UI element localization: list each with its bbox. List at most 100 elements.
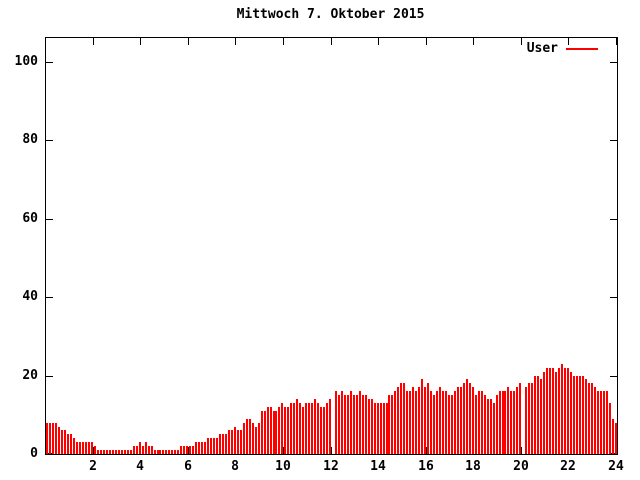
bar [484, 395, 486, 454]
bar [347, 395, 349, 454]
bar [171, 450, 173, 454]
bar [139, 442, 141, 454]
bars-container [46, 38, 617, 454]
x-tick-label: 10 [275, 459, 291, 474]
bar [460, 387, 462, 454]
bar [531, 383, 533, 454]
bar [46, 423, 48, 454]
bar [329, 399, 331, 454]
bar [570, 372, 572, 454]
bar [383, 403, 385, 454]
bar [198, 442, 200, 454]
bar [472, 387, 474, 454]
bar [561, 364, 563, 454]
x-tick-label: 22 [560, 459, 576, 474]
bar [606, 391, 608, 454]
bar [356, 395, 358, 454]
bar [451, 395, 453, 454]
bar [344, 395, 346, 454]
bar [365, 395, 367, 454]
bar [252, 423, 254, 454]
bar [436, 391, 438, 454]
bar [433, 395, 435, 454]
bar [549, 368, 551, 454]
bar [466, 379, 468, 454]
bar [493, 403, 495, 454]
bar [79, 442, 81, 454]
legend: User [527, 42, 598, 55]
bar [168, 450, 170, 454]
bar [151, 446, 153, 454]
x-tick [93, 38, 94, 45]
bar [243, 423, 245, 454]
y-tick [610, 62, 617, 63]
bar [400, 383, 402, 454]
x-tick [331, 447, 332, 454]
bar [103, 450, 105, 454]
bar [543, 372, 545, 454]
bar [133, 446, 135, 454]
y-tick-label: 60 [22, 211, 38, 226]
bar [157, 450, 159, 454]
bar [594, 387, 596, 454]
bar [341, 391, 343, 454]
bar [275, 411, 277, 454]
bar [573, 376, 575, 454]
bar [234, 427, 236, 454]
bar [231, 430, 233, 454]
bar [534, 376, 536, 454]
bar [124, 450, 126, 454]
bar [350, 391, 352, 454]
bar [496, 395, 498, 454]
y-tick [610, 219, 617, 220]
bar [338, 395, 340, 454]
bar [142, 446, 144, 454]
bar [558, 368, 560, 454]
y-tick-label: 0 [30, 446, 38, 461]
bar [73, 438, 75, 454]
bar [118, 450, 120, 454]
bar [380, 403, 382, 454]
bar [475, 395, 477, 454]
bar [94, 446, 96, 454]
y-tick [610, 297, 617, 298]
bar [165, 450, 167, 454]
bar [552, 368, 554, 454]
bar [76, 442, 78, 454]
bar [255, 427, 257, 454]
bar [418, 387, 420, 454]
bar [528, 383, 530, 454]
bar [82, 442, 84, 454]
bar [368, 399, 370, 454]
bar [61, 430, 63, 454]
bar [67, 434, 69, 454]
bar [507, 387, 509, 454]
y-tick [46, 62, 53, 63]
bar [603, 391, 605, 454]
bar [154, 450, 156, 454]
bar [278, 407, 280, 454]
bar [386, 403, 388, 454]
bar [70, 434, 72, 454]
bar [463, 383, 465, 454]
x-tick [331, 38, 332, 45]
bar [469, 383, 471, 454]
bar [290, 403, 292, 454]
bar [55, 423, 57, 454]
bar [115, 450, 117, 454]
bar [183, 446, 185, 454]
bar [391, 395, 393, 454]
bar [585, 379, 587, 454]
bar [445, 391, 447, 454]
x-tick-label: 2 [89, 459, 97, 474]
bar [510, 391, 512, 454]
bar [64, 430, 66, 454]
bar [91, 442, 93, 454]
bar [499, 391, 501, 454]
bar [317, 403, 319, 454]
bar [49, 423, 51, 454]
x-tick [140, 38, 141, 45]
x-tick [473, 38, 474, 45]
bar [112, 450, 114, 454]
bar [219, 434, 221, 454]
